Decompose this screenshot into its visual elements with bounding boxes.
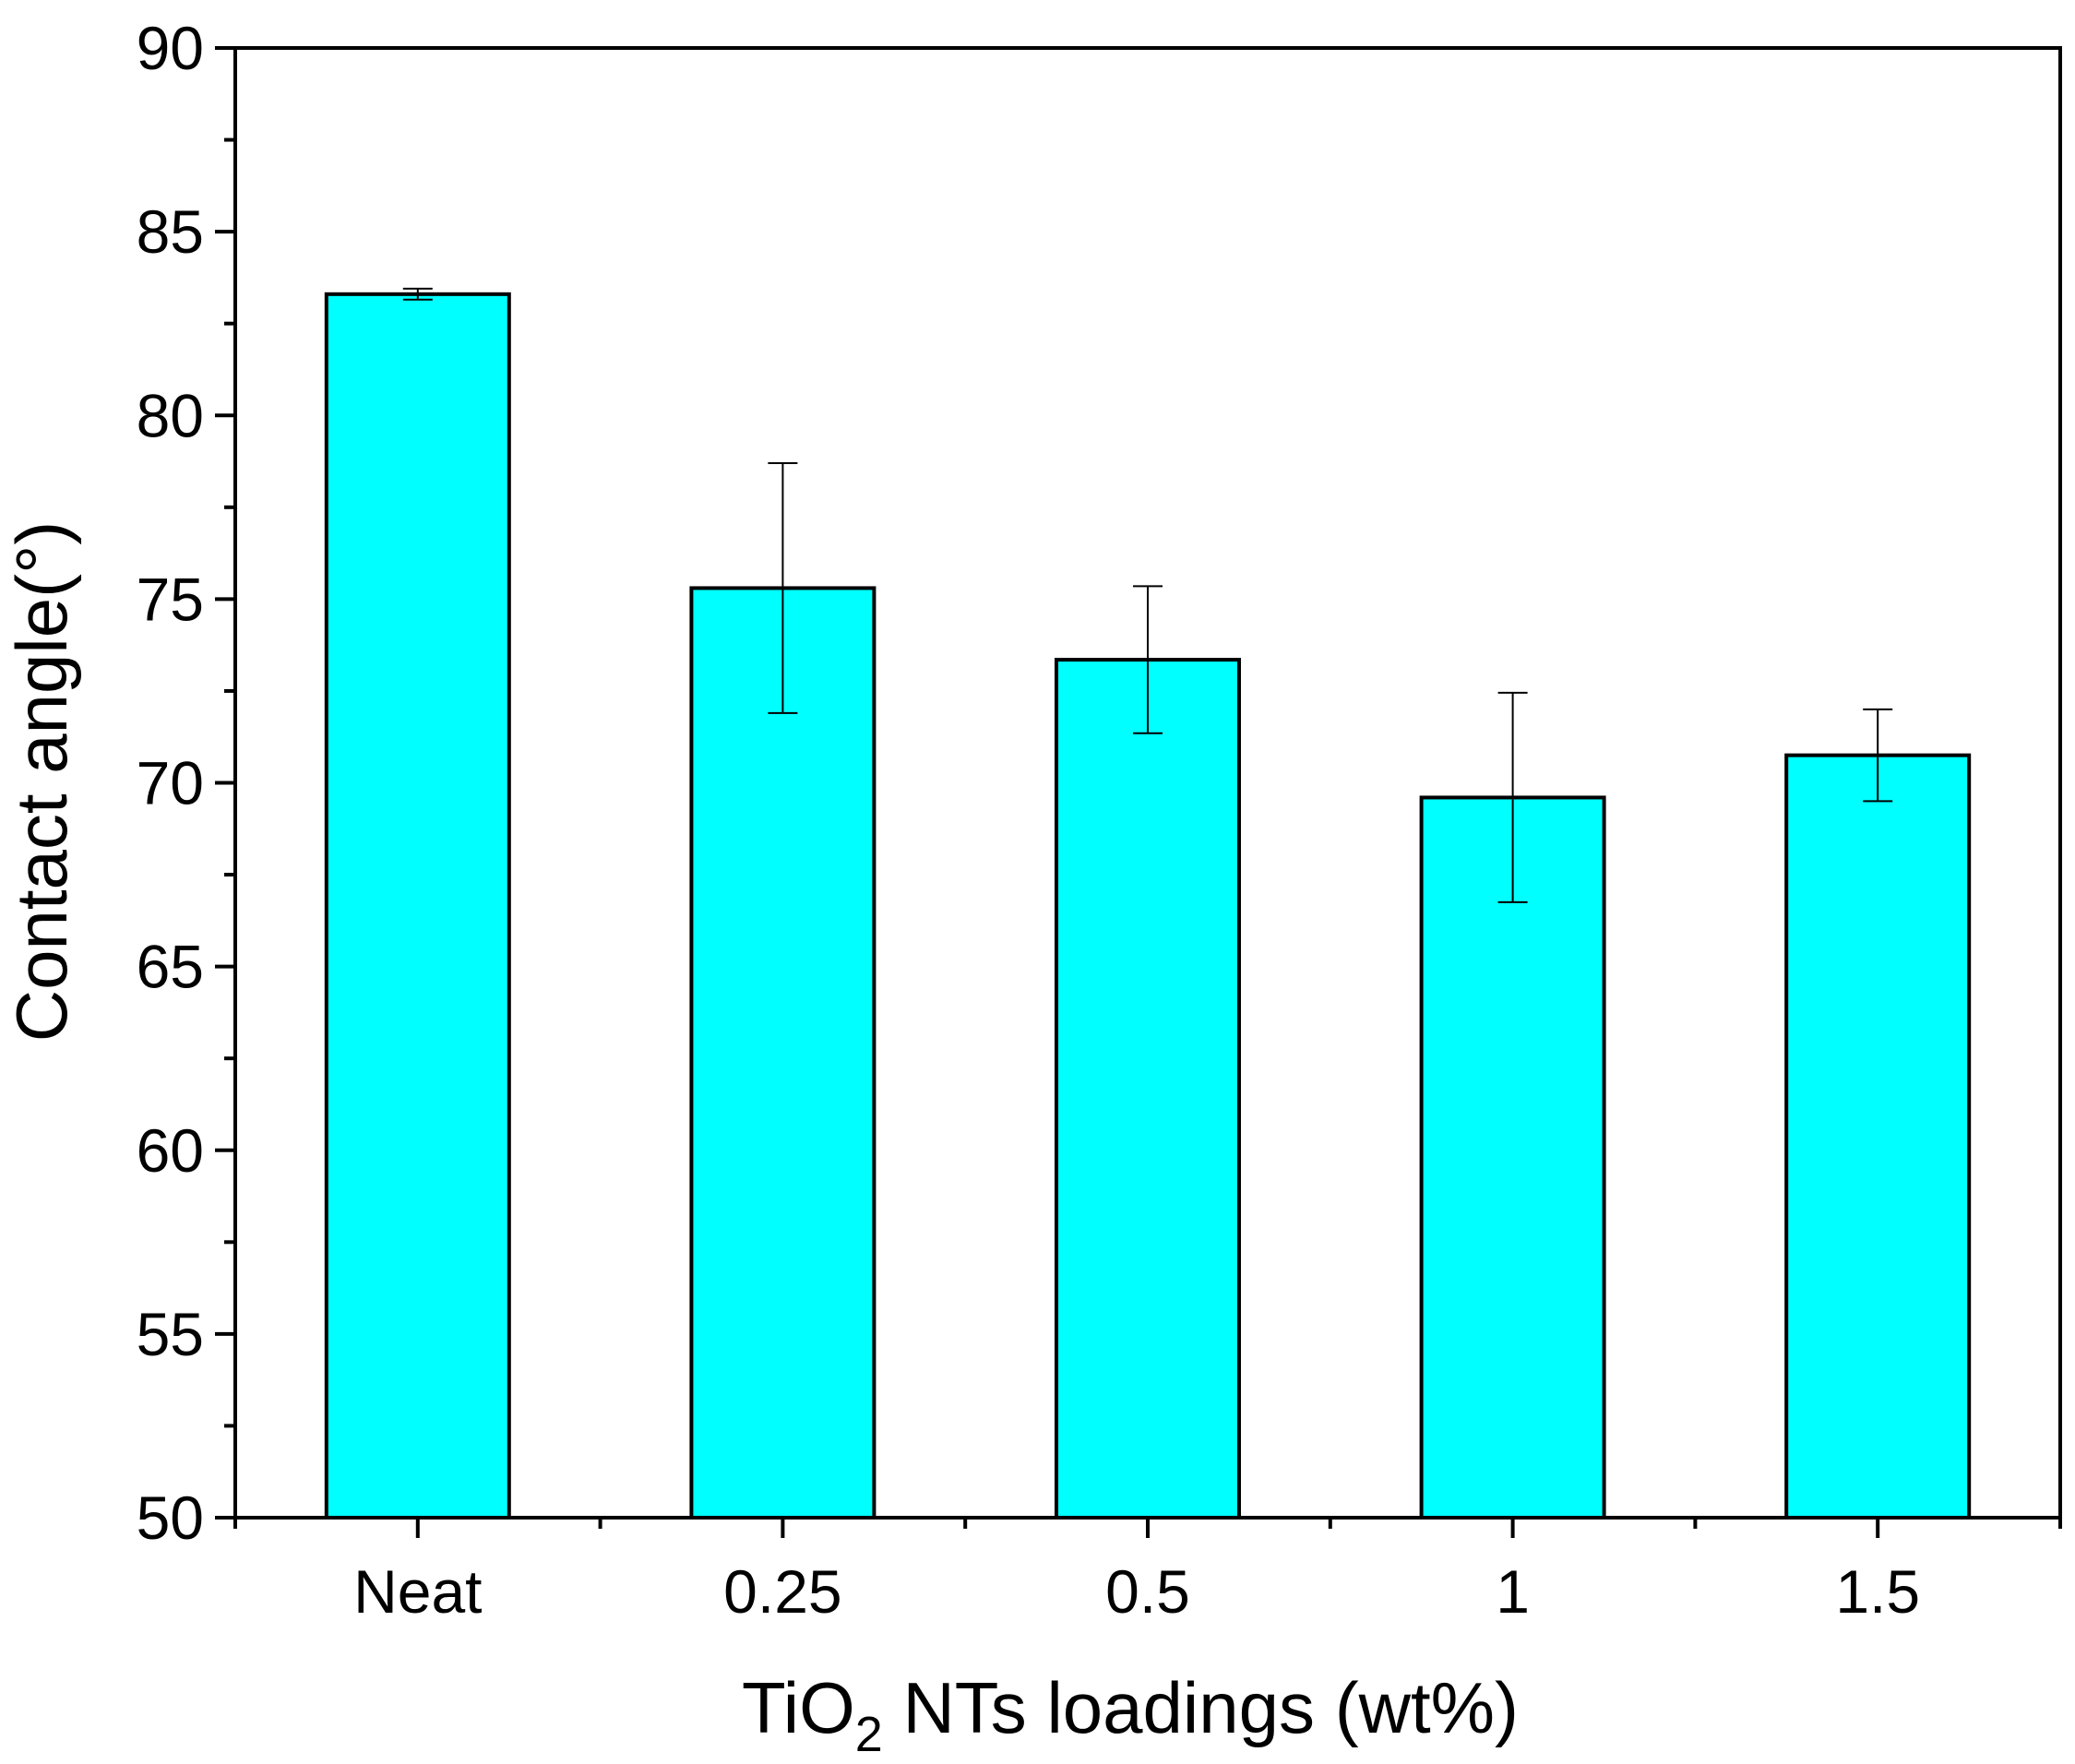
x-axis-title-rest: NTs loadings (wt%) [883, 1667, 1519, 1748]
x-tick-label: 0.25 [723, 1557, 841, 1626]
bar-0-5 [1055, 658, 1241, 1520]
x-axis-title-subscript: 2 [855, 1707, 883, 1762]
bar-1-5 [1784, 753, 1972, 1520]
y-tick-label: 75 [137, 565, 204, 633]
y-tick-label: 80 [137, 381, 204, 449]
error-bars-group [402, 287, 1893, 903]
bars-group [324, 292, 1972, 1520]
y-axis-title: Contact angle(°) [1, 521, 82, 1042]
y-tick-label: 90 [137, 14, 204, 82]
y-tick-label: 70 [137, 749, 204, 817]
y-tick-label: 55 [137, 1300, 204, 1368]
x-tick-label: 1 [1496, 1557, 1530, 1626]
bar-0-25 [689, 586, 877, 1520]
y-tick-label: 65 [137, 933, 204, 1001]
x-tick-label: 0.5 [1105, 1557, 1190, 1626]
bar-neat [324, 292, 511, 1520]
bar-1 [1419, 795, 1606, 1520]
y-tick-label: 50 [137, 1484, 204, 1552]
x-axis-title-main: TiO [742, 1667, 855, 1748]
x-tick-label: Neat [353, 1557, 482, 1626]
y-tick-label: 60 [137, 1116, 204, 1185]
y-tick-label: 85 [137, 197, 204, 266]
axes-group [215, 46, 2062, 1538]
tick-labels-group: 50 55 60 65 70 75 80 85 90 Neat 0.25 0.5 1 1.5 [137, 14, 1920, 1626]
x-tick-label: 1.5 [1835, 1557, 1920, 1626]
x-axis-title: TiO2 NTs loadings (wt%) [742, 1667, 1519, 1762]
